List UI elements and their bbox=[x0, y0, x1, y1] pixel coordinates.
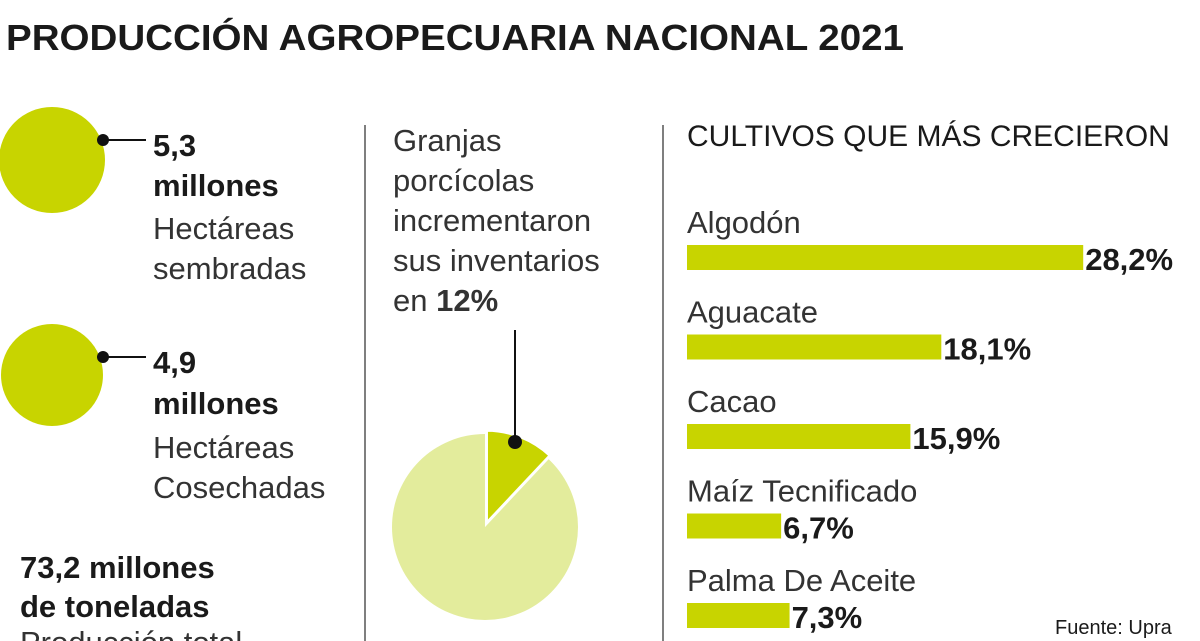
stat-text: Producción total bbox=[20, 625, 242, 641]
category-label: Aguacate bbox=[687, 295, 818, 330]
stat-text: sembradas bbox=[153, 251, 306, 286]
pie-slice bbox=[484, 428, 553, 528]
bar-title: CULTIVOS QUE MÁS CRECIERON bbox=[687, 120, 1170, 153]
pie bbox=[392, 428, 578, 620]
value-label: 15,9% bbox=[912, 421, 1000, 456]
value-label: 28,2% bbox=[1085, 242, 1173, 277]
bar bbox=[687, 334, 942, 360]
pie-text: sus inventarios bbox=[393, 243, 600, 278]
stat-bold: de toneladas bbox=[20, 589, 210, 624]
dot bbox=[97, 351, 109, 363]
stat-bold: millones bbox=[153, 168, 279, 203]
stat-bold: 4,9 bbox=[153, 345, 196, 380]
value-label: 7,3% bbox=[792, 600, 863, 635]
stat-bold: millones bbox=[153, 386, 279, 421]
value-label: 6,7% bbox=[783, 511, 854, 546]
bar bbox=[687, 603, 790, 628]
stat-bold: 5,3 bbox=[153, 128, 196, 163]
category-label: Cacao bbox=[687, 384, 777, 419]
bar bbox=[687, 513, 782, 539]
value-label: 18,1% bbox=[943, 332, 1031, 367]
pie-value-label: 12% bbox=[436, 283, 498, 318]
pie-text: en 12% bbox=[393, 283, 498, 318]
dot bbox=[508, 435, 522, 449]
pie-text: incrementaron bbox=[393, 203, 591, 238]
bar bbox=[687, 245, 1084, 270]
dot bbox=[97, 134, 109, 146]
circle bbox=[1, 324, 103, 426]
pie-text: Granjas bbox=[393, 123, 502, 158]
source: Fuente: Upra bbox=[1055, 617, 1173, 639]
category-label: Algodón bbox=[687, 205, 801, 240]
stat-bold: 73,2 millones bbox=[20, 550, 215, 585]
circle bbox=[0, 107, 105, 213]
category-label: Palma De Aceite bbox=[687, 563, 916, 598]
bar bbox=[687, 424, 911, 449]
title: PRODUCCIÓN AGROPECUARIA NACIONAL 2021 bbox=[6, 16, 904, 58]
stat-text: Hectáreas bbox=[153, 430, 294, 465]
stat-text: Hectáreas bbox=[153, 211, 294, 246]
pie-text: porcícolas bbox=[393, 163, 534, 198]
category-label: Maíz Tecnificado bbox=[687, 474, 917, 509]
stat-text: Cosechadas bbox=[153, 470, 325, 505]
